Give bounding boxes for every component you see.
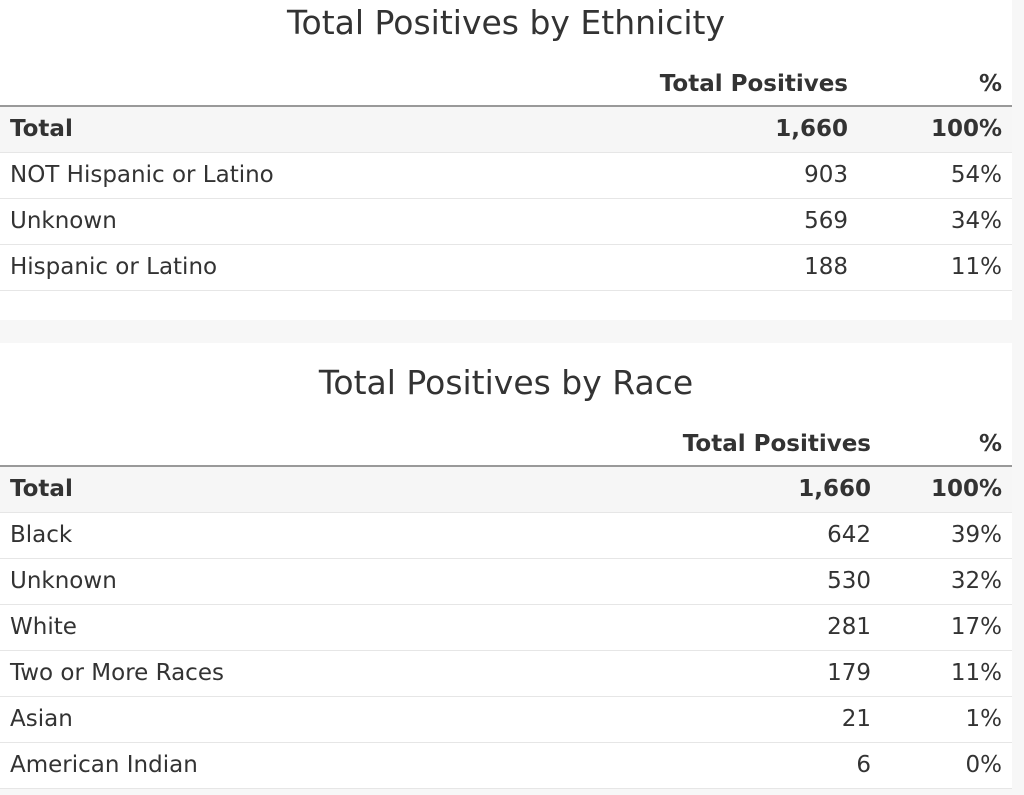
row-label: American Indian	[0, 742, 640, 789]
row-count: 188	[600, 244, 858, 291]
ethnicity-table: Total Positives % Total 1,660 100% NOT H…	[0, 62, 1012, 291]
row-percent: 32%	[881, 558, 1012, 605]
table-row: White 281 17%	[0, 604, 1012, 651]
race-title: Total Positives by Race	[318, 363, 694, 402]
row-percent: 0%	[881, 742, 1012, 789]
row-percent: 39%	[881, 512, 1012, 559]
column-header-label	[0, 62, 600, 107]
row-label: NOT Hispanic or Latino	[0, 152, 600, 199]
table-row-total: Total 1,660 100%	[0, 466, 1012, 513]
table-header-row: Total Positives %	[0, 62, 1012, 107]
row-percent: 17%	[881, 604, 1012, 651]
ethnicity-title: Total Positives by Ethnicity	[287, 3, 725, 42]
table-row: NOT Hispanic or Latino 903 54%	[0, 152, 1012, 199]
row-percent: 1%	[881, 696, 1012, 743]
row-percent: 11%	[881, 650, 1012, 697]
row-label: Black	[0, 512, 640, 559]
table-row: Unknown 530 32%	[0, 558, 1012, 605]
table-row: Asian 21 1%	[0, 696, 1012, 743]
row-percent: 100%	[881, 466, 1012, 513]
table-row: Unknown 569 34%	[0, 198, 1012, 245]
row-percent: 11%	[858, 244, 1012, 291]
table-row: American Indian 6 0%	[0, 742, 1012, 789]
row-percent: 54%	[858, 152, 1012, 199]
row-count: 1,660	[640, 466, 881, 513]
column-header-total-positives: Total Positives	[640, 422, 881, 467]
column-header-label	[0, 422, 640, 467]
row-count: 6	[640, 742, 881, 789]
row-count: 179	[640, 650, 881, 697]
row-label: Total	[0, 466, 640, 513]
row-percent: 34%	[858, 198, 1012, 245]
row-count: 1,660	[600, 106, 858, 153]
row-count: 642	[640, 512, 881, 559]
row-label: Unknown	[0, 198, 600, 245]
row-label: Two or More Races	[0, 650, 640, 697]
row-count: 569	[600, 198, 858, 245]
row-label: Hispanic or Latino	[0, 244, 600, 291]
ethnicity-panel: Total Positives by Ethnicity Total Posit…	[0, 0, 1012, 320]
row-percent: 100%	[858, 106, 1012, 153]
row-count: 281	[640, 604, 881, 651]
row-label: Total	[0, 106, 600, 153]
table-row-total: Total 1,660 100%	[0, 106, 1012, 153]
table-row: Two or More Races 179 11%	[0, 650, 1012, 697]
column-header-percent: %	[881, 422, 1012, 467]
row-label: Asian	[0, 696, 640, 743]
column-header-percent: %	[858, 62, 1012, 107]
row-count: 530	[640, 558, 881, 605]
row-count: 21	[640, 696, 881, 743]
column-header-total-positives: Total Positives	[600, 62, 858, 107]
race-table: Total Positives % Total 1,660 100% Black…	[0, 422, 1012, 789]
race-panel: Total Positives by Race Total Positives …	[0, 343, 1012, 789]
table-row: Black 642 39%	[0, 512, 1012, 559]
row-label: White	[0, 604, 640, 651]
table-header-row: Total Positives %	[0, 422, 1012, 467]
table-row: Hispanic or Latino 188 11%	[0, 244, 1012, 291]
row-label: Unknown	[0, 558, 640, 605]
row-count: 903	[600, 152, 858, 199]
